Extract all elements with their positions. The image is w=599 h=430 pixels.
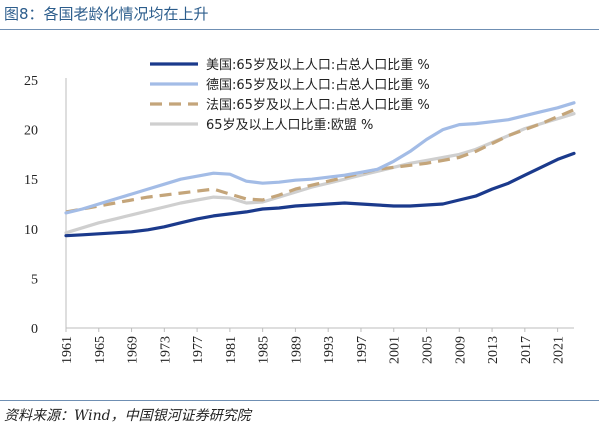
x-tick-label: 1981 (224, 336, 239, 364)
x-tick-label: 2021 (552, 336, 567, 364)
series-layer (64, 101, 576, 238)
y-tick-label: 25 (24, 74, 38, 89)
series-line-1 (64, 101, 576, 215)
x-tick-label: 1973 (158, 336, 173, 364)
legend-label-0: 美国:65岁及以上人口:占总人口比重 % (206, 57, 430, 73)
x-tick-label: 2005 (421, 336, 436, 364)
y-tick-label: 0 (31, 322, 38, 337)
x-tick-label: 1969 (126, 336, 141, 364)
legend-label-2: 法国:65岁及以上人口:占总人口比重 % (206, 97, 430, 113)
x-tick-label: 2009 (453, 336, 468, 364)
series-line-2 (65, 108, 575, 214)
series-line-0 (64, 151, 576, 238)
x-tick-label: 1997 (355, 336, 370, 364)
x-tick-label: 1977 (191, 336, 206, 364)
line-chart: 0 5 10 15 20 25 1961 1965 1969 1973 1977 1981 1985 19… (24, 57, 576, 364)
source-note: 资料来源：Wind，中国银河证券研究院 (4, 408, 251, 424)
legend-label-1: 德国:65岁及以上人口:占总人口比重 % (206, 77, 430, 93)
x-tick-label: 2017 (519, 336, 534, 364)
x-tick-label: 1985 (257, 336, 272, 364)
y-tick-label: 20 (24, 124, 38, 139)
source-divider (0, 400, 599, 401)
y-tick-label: 5 (31, 272, 38, 287)
chart-axes: 0 5 10 15 20 25 1961 1965 1969 1973 1977 1981 1985 19… (24, 74, 574, 364)
chart-legend: 美国:65岁及以上人口:占总人口比重 % 德国:65岁及以上人口:占总人口比重 %… (150, 57, 430, 133)
x-tick-label: 1965 (93, 336, 108, 364)
x-tick-label: 1989 (289, 336, 304, 364)
title-divider (0, 29, 599, 30)
y-tick-label: 15 (24, 173, 38, 188)
x-tick-label: 1961 (60, 336, 75, 364)
x-tick-label: 2013 (486, 336, 501, 364)
y-tick-label: 10 (24, 223, 38, 238)
x-tick-label: 2001 (388, 336, 403, 364)
chart-title: 图8：各国老龄化情况均在上升 (4, 5, 209, 23)
series-line-3 (64, 112, 576, 235)
x-tick-label: 1993 (322, 336, 337, 364)
legend-label-3: 65岁及以上人口比重:欧盟 % (206, 117, 373, 133)
